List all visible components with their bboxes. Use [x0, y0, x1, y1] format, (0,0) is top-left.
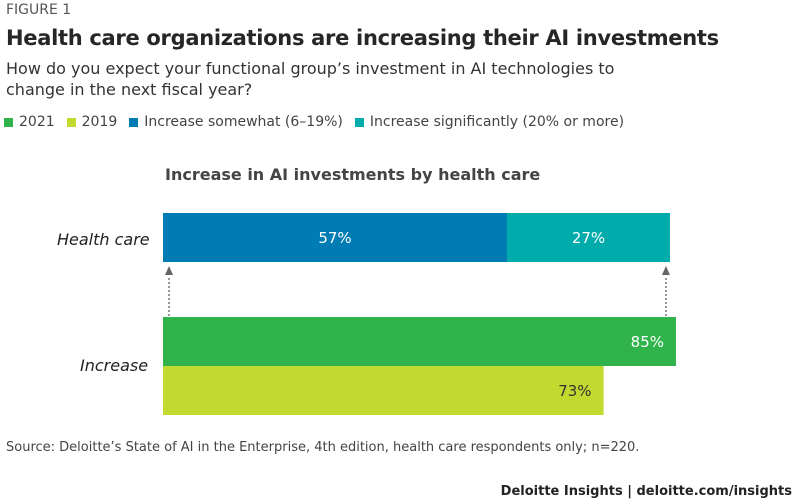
legend-swatch — [129, 117, 139, 127]
arrow-up-icon — [165, 266, 173, 275]
stacked-bar-segment-1 — [507, 213, 670, 262]
category-label-increase: Increase — [80, 356, 149, 375]
arrow-up-icon — [661, 266, 670, 275]
legend-item-2021: 2021 — [4, 114, 55, 130]
legend-label: Increase somewhat (6–19%) — [144, 114, 343, 130]
legend-item-2019: 2019 — [66, 114, 118, 130]
legend-swatch — [4, 117, 13, 127]
legend-item-significantly: Increase significantly (20% or more) — [354, 114, 625, 130]
bar-label-2021: 85% — [631, 333, 664, 351]
bar-2021 — [163, 317, 676, 366]
legend-label: Increase significantly (20% or more) — [369, 114, 625, 130]
chart-title: Health care organizations are increasing… — [6, 26, 719, 50]
legend: 2021 2019 Increase somewhat (6–19%) Incr… — [4, 114, 624, 130]
stacked-bar-segment-0 — [163, 213, 508, 262]
stacked-bar-label-0: 57% — [318, 229, 351, 247]
footer-credit: Deloitte Insights | deloitte.com/insight… — [500, 484, 792, 499]
stacked-bar-label-1: 27% — [572, 229, 605, 247]
source-note: Source: Deloitte’s State of AI in the En… — [6, 440, 640, 455]
legend-item-somewhat: Increase somewhat (6–19%) — [129, 114, 343, 130]
legend-label: 2019 — [81, 114, 118, 130]
legend-swatch — [354, 117, 364, 127]
bar-2019 — [163, 366, 604, 415]
figure-label: FIGURE 1 — [6, 2, 72, 18]
bar-label-2019: 73% — [558, 382, 591, 400]
category-label-health-care: Health care — [57, 230, 150, 249]
chart-subtitle: How do you expect your functional group’… — [6, 59, 615, 99]
plot-title: Increase in AI investments by health car… — [165, 165, 541, 184]
legend-label: 2021 — [19, 114, 55, 130]
legend-swatch — [66, 117, 76, 127]
